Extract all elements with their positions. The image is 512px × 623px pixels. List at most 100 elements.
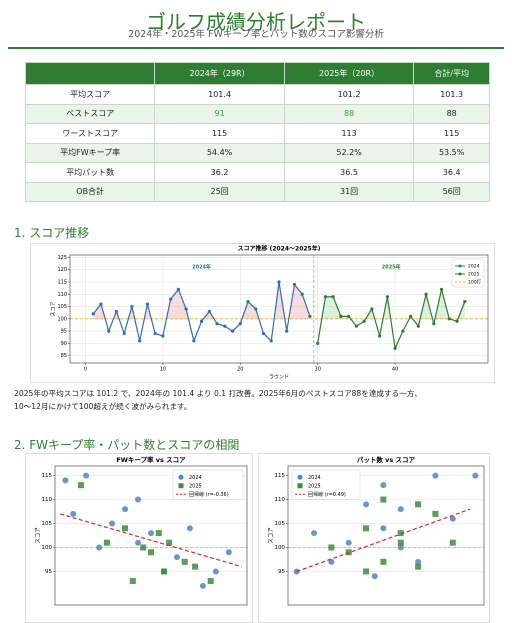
cell: 115 bbox=[413, 123, 490, 144]
x-tick-label: 10 bbox=[160, 367, 166, 373]
point bbox=[397, 530, 404, 537]
title-rule bbox=[8, 47, 504, 49]
point bbox=[300, 292, 304, 296]
point bbox=[331, 295, 335, 299]
cell: 52.2% bbox=[283, 142, 415, 163]
cell: 91 bbox=[154, 103, 285, 124]
y-tick-label: 115 bbox=[42, 473, 53, 479]
row-label: ワーストスコア bbox=[24, 123, 156, 144]
point bbox=[145, 302, 150, 306]
point bbox=[363, 525, 370, 532]
point bbox=[370, 307, 374, 311]
point bbox=[135, 539, 142, 546]
point bbox=[371, 573, 378, 580]
trend-line bbox=[60, 513, 242, 568]
point bbox=[378, 334, 382, 338]
point bbox=[207, 309, 211, 314]
y-tick-label: 95 bbox=[278, 569, 285, 575]
legend-label: 2025 bbox=[308, 483, 321, 489]
point bbox=[328, 544, 335, 551]
point bbox=[122, 331, 126, 336]
y-tick-label: 105 bbox=[42, 521, 53, 527]
section-heading: 2. FWキープ率・パット数とスコアの相関 bbox=[14, 438, 240, 452]
point bbox=[135, 496, 142, 503]
point bbox=[173, 554, 180, 561]
point bbox=[91, 312, 95, 316]
cell: 53.5% bbox=[413, 142, 490, 163]
chart-title: FWキープ率 vs スコア bbox=[116, 455, 186, 464]
point bbox=[432, 510, 439, 517]
point bbox=[415, 558, 422, 565]
cell: 36.4 bbox=[413, 162, 490, 183]
cell: 25回 bbox=[154, 181, 285, 202]
y-tick-label: 95 bbox=[45, 569, 52, 575]
point bbox=[432, 472, 439, 479]
legend-box bbox=[172, 469, 244, 500]
point bbox=[323, 295, 328, 299]
trend-line bbox=[296, 508, 471, 573]
point bbox=[415, 501, 422, 508]
point bbox=[380, 482, 387, 489]
header-cell: 合計/平均 bbox=[413, 62, 490, 85]
point bbox=[316, 341, 320, 345]
page: {"header": {"title": "ゴルフ成績分析レポート", "sub… bbox=[8, 10, 504, 623]
row-label: OB合計 bbox=[24, 181, 156, 202]
point bbox=[397, 544, 404, 551]
point bbox=[223, 324, 227, 328]
over-shading bbox=[321, 289, 465, 319]
table-row: ワーストスコア 115 113 115 bbox=[24, 123, 490, 144]
legend-label: 2024 bbox=[308, 475, 321, 481]
point bbox=[83, 472, 90, 479]
header-cell bbox=[24, 62, 156, 85]
point bbox=[354, 324, 359, 328]
y-tick-label: 110 bbox=[42, 497, 53, 503]
y-axis-label: スコア bbox=[35, 527, 42, 544]
point bbox=[415, 563, 422, 570]
point bbox=[362, 319, 366, 323]
point bbox=[393, 346, 397, 350]
point bbox=[148, 530, 154, 537]
legend-label: 回帰線 (r=-0.36) bbox=[189, 491, 229, 498]
point bbox=[70, 510, 77, 517]
legend-marker bbox=[458, 272, 462, 276]
row-label: ベストスコア bbox=[24, 103, 156, 124]
point bbox=[192, 339, 196, 343]
point bbox=[363, 568, 370, 575]
table-row: OB合計 25回 31回 56回 bbox=[24, 181, 490, 202]
cell: 115 bbox=[154, 123, 285, 144]
chart: 85 90 95 100 105 110 115 120 125 0 10 20 30 40 スコア推移 (… bbox=[30, 243, 495, 383]
point bbox=[122, 506, 129, 513]
point bbox=[166, 539, 173, 546]
point bbox=[153, 331, 157, 336]
y-tick-label: 115 bbox=[275, 473, 286, 479]
cell: 88 bbox=[413, 103, 490, 124]
legend-label: 2024 bbox=[189, 475, 202, 481]
point bbox=[254, 307, 258, 311]
paragraph: 2025年の平均スコアは 101.2 で、2024年の 101.4 より 0.1… bbox=[14, 389, 422, 411]
point bbox=[176, 287, 180, 291]
y-tick-label: 110 bbox=[57, 292, 67, 298]
table-row: 平均FWキープ率 54.4% 52.2% 53.5% bbox=[24, 142, 490, 163]
point bbox=[109, 520, 116, 527]
point bbox=[261, 331, 266, 336]
point bbox=[472, 472, 479, 479]
point bbox=[160, 568, 167, 575]
point bbox=[155, 530, 162, 537]
cell: 113 bbox=[283, 123, 415, 144]
chart-title: スコア推移 (2024〜2025年) bbox=[238, 245, 321, 253]
point bbox=[184, 307, 188, 311]
point bbox=[169, 297, 173, 301]
point bbox=[192, 563, 199, 570]
point bbox=[416, 324, 420, 328]
period-label: 2024年 bbox=[192, 264, 211, 271]
point bbox=[238, 322, 242, 326]
x-tick-label: 40 bbox=[392, 367, 398, 373]
summary-table: 2024年（29R） 2025年（20R） 合計/平均 平均スコア 101.4 101.2… bbox=[24, 62, 490, 202]
point bbox=[215, 322, 219, 326]
point bbox=[103, 539, 110, 546]
cell: 101.3 bbox=[413, 84, 490, 105]
point bbox=[99, 302, 103, 306]
cell: 101.2 bbox=[283, 84, 415, 105]
point bbox=[161, 334, 165, 338]
